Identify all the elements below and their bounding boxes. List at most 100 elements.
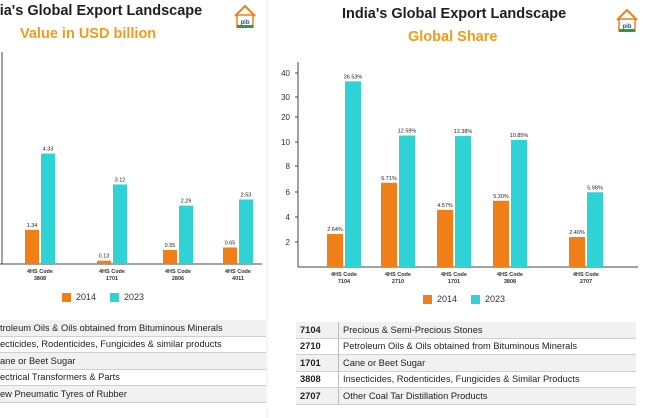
bar-2023-0 [41,153,55,264]
table-cell: ectrical Transformers & Parts [0,369,266,386]
table-row: ectrical Transformers & Parts [0,369,266,386]
x-tick-label: 1701 [106,276,118,282]
y-tick-label: 4 [286,213,291,222]
y-tick-label: 10 [281,138,290,147]
hs-description: Petroleum Oils & Oils obtained from Bitu… [338,338,636,355]
hs-description: Other Coal Tar Distillation Products [338,387,636,405]
table-cell: ecticides, Rodenticides, Fungicides & si… [0,336,266,353]
data-label: 2.64% [327,227,343,233]
table-cell: ew Pneumatic Tyres of Rubber [0,385,266,403]
right-chart-subtitle: Global Share [408,29,498,45]
x-tick-label: 7104 [338,279,351,285]
legend-label-2014: 2014 [437,294,458,304]
data-label: 10.85% [510,133,529,139]
x-tick-label: 4HS Code [99,269,125,275]
data-label: 1.34 [27,223,38,229]
table-row: troleum Oils & Oils obtained from Bitumi… [0,320,266,337]
bar-2014-3 [223,247,237,264]
pib-logo-icon: pib [234,4,256,28]
x-tick-label: 4HS Code [573,272,599,278]
hs-code: 1701 [296,354,339,372]
legend-label-2023: 2023 [485,294,506,304]
data-label: 12.38% [454,129,473,135]
hs-code: 2707 [296,387,339,405]
x-tick-label: 3808 [34,276,46,282]
data-label: 3.12 [115,177,126,183]
table-row: ew Pneumatic Tyres of Rubber [0,385,266,403]
right-hs-code-table: 7104 Precious & Semi-Precious Stones 2710… [296,322,636,405]
bar-2023-3 [511,139,527,267]
y-tick-label: 40 [281,69,290,78]
data-label: 0.13 [99,254,110,260]
table-row: ecticides, Rodenticides, Fungicides & si… [0,336,266,353]
table-row: 2710 Petroleum Oils & Oils obtained from … [296,338,636,355]
bar-2014-3 [493,200,509,267]
hs-description: Precious & Semi-Precious Stones [338,322,636,339]
y-tick-label: 20 [281,113,290,122]
y-tick-label: 2 [286,238,291,247]
legend-swatch-2014 [62,292,71,302]
x-tick-label: 3808 [504,279,516,285]
bar-2023-0 [345,81,361,267]
x-tick-label: 2707 [580,279,592,285]
bar-2023-1 [113,184,127,264]
right-chart-title: India's Global Export Landscape [342,6,567,22]
x-tick-label: 2806 [172,276,184,282]
hs-code: 7104 [296,322,339,339]
table-row: 3808 Insecticides, Rodenticides, Fungicid… [296,371,636,388]
data-label: 6.71% [381,176,397,182]
svg-text:pib: pib [623,24,632,30]
table-row: ane or Beet Sugar [0,352,266,370]
svg-text:pib: pib [241,20,250,26]
bar-2014-0 [25,229,39,264]
y-tick-label: 30 [281,93,290,102]
bar-2014-1 [381,182,397,267]
bar-2014-1 [97,260,111,264]
table-cell: ane or Beet Sugar [0,352,266,370]
data-label: 4.57% [437,203,453,209]
right-legend: 2014 2023 [423,294,519,304]
right-bar-chart: 2 4 6 8 10 20 30 40 2.64% 36.53% 4HS Code 7104 6.71%… [281,62,638,285]
data-label: 0.55 [165,243,176,249]
left-hs-code-table: troleum Oils & Oils obtained from Bitumi… [0,320,266,403]
table-cell: troleum Oils & Oils obtained from Bitumi… [0,320,266,337]
pib-logo-icon: pib [616,8,638,32]
data-label: 0.65 [225,240,236,246]
x-tick-label: 4HS Code [225,269,251,275]
legend-swatch-2023 [110,292,120,302]
legend-label-2023: 2023 [124,292,145,302]
y-tick-label: 6 [286,188,291,197]
bar-2023-4 [587,192,603,267]
hs-code: 3808 [296,371,339,388]
left-chart-subtitle: Value in USD billion [20,26,157,42]
data-label: 4.33 [43,147,54,153]
data-label: 2.40% [569,230,585,236]
x-tick-label: 4011 [232,276,244,282]
hs-code: 2710 [296,338,339,355]
bar-2014-2 [163,249,177,264]
bar-2014-0 [327,234,343,267]
bar-2023-1 [399,135,415,267]
data-label: 36.53% [344,74,363,80]
hs-description: Insecticides, Rodenticides, Fungicides &… [338,371,636,388]
x-tick-label: 4HS Code [441,272,467,278]
data-label: 12.59% [398,129,417,135]
y-tick-label: 8 [286,162,291,171]
left-panel: ndia's Global Export Landscape Value in … [0,0,266,418]
data-label: 5.98% [587,185,603,191]
table-row: 1701 Cane or Beet Sugar [296,354,636,372]
hs-description: Cane or Beet Sugar [338,354,636,372]
legend-label-2014: 2014 [76,292,97,302]
data-label: 2.53 [241,192,252,198]
table-row: 2707 Other Coal Tar Distillation Products [296,387,636,405]
x-tick-label: 2710 [392,279,404,285]
x-tick-label: 4HS Code [497,272,523,278]
data-label: 2.29 [181,199,192,205]
legend-swatch-2014 [423,294,432,304]
bar-2023-3 [239,199,253,264]
x-tick-label: 4HS Code [27,269,53,275]
right-panel: India's Global Export Landscape Global S… [268,0,650,418]
left-chart-title: ndia's Global Export Landscape [0,3,203,19]
table-row: 7104 Precious & Semi-Precious Stones [296,322,636,339]
